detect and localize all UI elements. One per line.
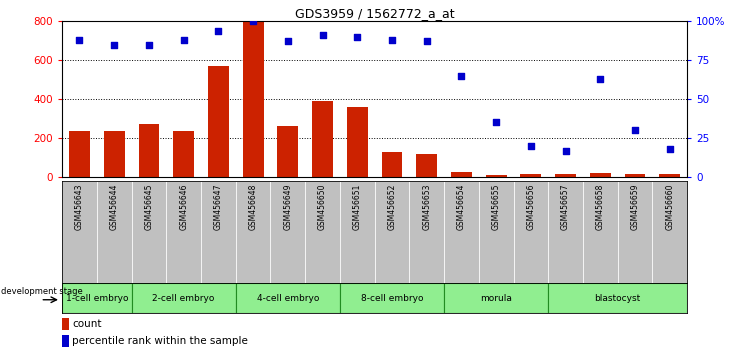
Point [455,73,467,79]
Point [282,39,294,44]
Text: GSM456656: GSM456656 [526,184,535,230]
Bar [312,101,333,177]
Bar [479,181,513,283]
Text: GSM456645: GSM456645 [145,184,154,230]
Text: GSM456644: GSM456644 [110,184,118,230]
Bar [132,283,235,313]
Bar [62,318,69,330]
Text: blastocyst: blastocyst [594,294,641,303]
Bar [590,173,610,177]
Text: GSM456660: GSM456660 [665,184,674,230]
Text: GSM456643: GSM456643 [75,184,84,230]
Bar [306,181,340,283]
Bar [548,181,583,283]
Bar [451,172,471,177]
Text: GSM456657: GSM456657 [561,184,570,230]
Bar [340,283,444,313]
Point [352,34,363,40]
Text: GSM456654: GSM456654 [457,184,466,230]
Point [213,28,224,33]
Bar [104,131,124,177]
Bar [277,126,298,177]
Point [247,18,259,24]
Bar [235,283,340,313]
Bar [618,181,652,283]
Text: percentile rank within the sample: percentile rank within the sample [72,336,248,346]
Text: GSM456652: GSM456652 [387,184,396,230]
Text: GSM456650: GSM456650 [318,184,327,230]
Text: 1-cell embryo: 1-cell embryo [66,294,128,303]
Point [386,37,398,43]
Text: 2-cell embryo: 2-cell embryo [153,294,215,303]
Point [74,37,86,43]
Point [525,143,537,149]
Bar [409,181,444,283]
Bar [69,131,90,177]
Bar [652,181,687,283]
Bar [132,181,166,283]
Bar [62,181,96,283]
Bar [382,152,402,177]
Text: GSM456653: GSM456653 [423,184,431,230]
Bar [62,335,69,347]
Text: GSM456658: GSM456658 [596,184,605,230]
Point [560,148,572,153]
Point [143,42,155,47]
Bar [347,107,368,177]
Bar [444,181,479,283]
Bar [548,283,687,313]
Text: morula: morula [480,294,512,303]
Text: development stage: development stage [1,287,83,296]
Bar [416,154,437,177]
Bar [96,181,132,283]
Point [178,37,189,43]
Bar [444,283,548,313]
Bar [513,181,548,283]
Text: GSM456646: GSM456646 [179,184,188,230]
Text: count: count [72,319,102,329]
Bar [556,174,576,177]
Bar [520,174,541,177]
Bar [374,181,409,283]
Bar [583,181,618,283]
Bar [485,175,507,177]
Title: GDS3959 / 1562772_a_at: GDS3959 / 1562772_a_at [295,7,455,20]
Bar [235,181,270,283]
Text: 8-cell embryo: 8-cell embryo [361,294,423,303]
Bar [173,131,194,177]
Text: GSM456651: GSM456651 [353,184,362,230]
Text: GSM456647: GSM456647 [214,184,223,230]
Bar [62,283,132,313]
Point [629,127,641,133]
Text: GSM456659: GSM456659 [631,184,640,230]
Bar [208,66,229,177]
Bar [270,181,306,283]
Bar [340,181,374,283]
Bar [138,125,159,177]
Point [491,120,502,125]
Bar [167,181,201,283]
Point [108,42,120,47]
Text: GSM456648: GSM456648 [249,184,257,230]
Text: GSM456655: GSM456655 [492,184,501,230]
Bar [201,181,235,283]
Bar [624,174,645,177]
Point [594,76,606,82]
Bar [659,174,680,177]
Point [421,39,433,44]
Point [664,146,675,152]
Bar [243,21,263,177]
Text: 4-cell embryo: 4-cell embryo [257,294,319,303]
Point [317,33,328,38]
Text: GSM456649: GSM456649 [284,184,292,230]
